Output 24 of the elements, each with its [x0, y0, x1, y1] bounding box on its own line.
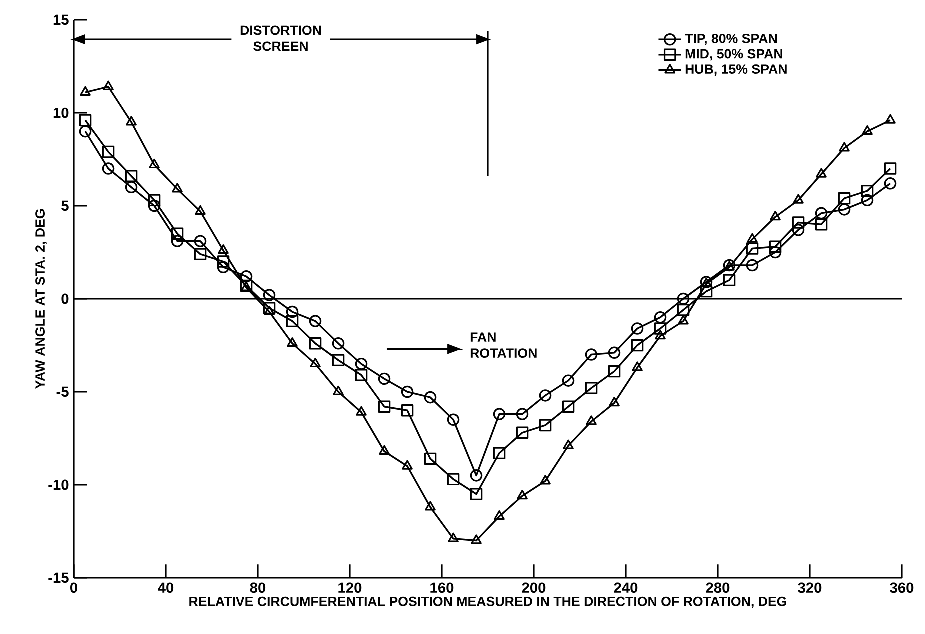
x-tick-label: 80	[250, 582, 266, 594]
x-tick-label: 320	[798, 582, 822, 594]
legend-label: TIP, 80% SPAN	[685, 34, 778, 46]
y-tick-label: -10	[48, 480, 69, 490]
y-tick-label: -5	[56, 386, 69, 398]
x-tick-label: 160	[430, 582, 454, 594]
x-tick-label: 240	[614, 582, 638, 594]
x-tick-label: 280	[706, 582, 730, 594]
x-axis-title: RELATIVE CIRCUMFERENTIAL POSITION MEASURED IN THE DIRECTION OF ROTATION, DEG	[190, 596, 786, 608]
y-axis-title: YAW ANGLE AT STA. 2, DEG	[36, 210, 47, 390]
y-tick-label: 10	[54, 108, 69, 118]
x-tick-label: 0	[70, 582, 78, 594]
x-tick-label: 360	[890, 582, 914, 594]
y-tick-label: -15	[48, 572, 69, 584]
annotation: FAN ROTATION	[470, 332, 537, 358]
legend-label: MID, 50% SPAN	[686, 49, 782, 61]
y-tick-label: 0	[62, 294, 69, 304]
x-tick-label: 120	[338, 582, 362, 594]
x-tick-label: 40	[158, 582, 174, 594]
legend-label: HUB, 15% SPAN	[686, 64, 787, 76]
y-tick-label: 5	[62, 200, 69, 212]
x-tick-label: 200	[522, 582, 546, 594]
ref-line-label: DISTORTION SCREEN	[240, 26, 322, 52]
y-tick-label: 15	[54, 14, 69, 26]
